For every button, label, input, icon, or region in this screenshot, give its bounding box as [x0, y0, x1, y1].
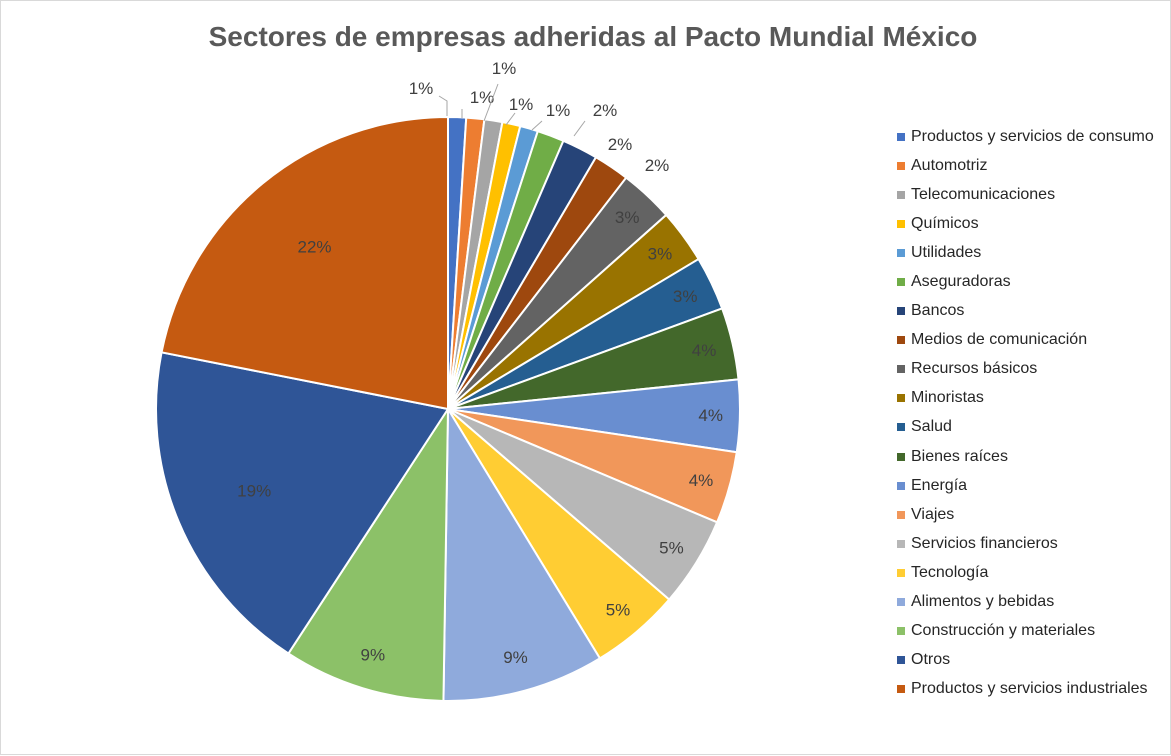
legend-label: Bancos	[911, 302, 965, 320]
legend-item-viajes: Viajes	[897, 500, 1154, 529]
data-label-productos-y-servicios-de-consumo: 1%	[409, 79, 434, 98]
legend-item-servicios-financieros: Servicios financieros	[897, 529, 1154, 558]
data-label-productos-y-servicios-industriales: 22%	[297, 238, 331, 257]
pie-slice-productos-y-servicios-industriales	[160, 115, 449, 411]
legend-item-otros: Otros	[897, 646, 1154, 675]
data-label-bienes-raices: 4%	[692, 341, 717, 360]
legend-item-productos-y-servicios-industriales: Productos y servicios industriales	[897, 675, 1154, 704]
leader-line-telecomunicaciones	[483, 83, 499, 122]
data-label-tecnologia: 5%	[606, 600, 631, 619]
legend-swatch	[897, 598, 905, 607]
pie-slice-alimentos-y-bebidas	[442, 405, 602, 702]
data-label-otros: 19%	[237, 482, 271, 501]
legend-swatch	[897, 365, 905, 374]
legend-item-utilidades: Utilidades	[897, 238, 1154, 267]
legend-item-telecomunicaciones: Telecomunicaciones	[897, 180, 1154, 209]
leader-line-quimicos	[505, 112, 516, 126]
legend-label: Químicos	[911, 214, 979, 232]
legend-swatch	[897, 394, 905, 403]
legend-item-aseguradoras: Aseguradoras	[897, 267, 1154, 296]
legend-label: Productos y servicios de consumo	[911, 127, 1154, 145]
legend-label: Aseguradoras	[911, 273, 1011, 291]
legend-item-bienes-raices: Bienes raíces	[897, 442, 1154, 471]
data-label-viajes: 4%	[689, 471, 714, 490]
data-label-energia: 4%	[698, 406, 723, 425]
chart-title: Sectores de empresas adheridas al Pacto …	[208, 21, 978, 52]
legend-swatch	[897, 685, 905, 694]
data-label-minoristas: 3%	[648, 245, 673, 264]
data-label-recursos-basicos: 3%	[615, 208, 640, 227]
legend-swatch	[897, 278, 905, 287]
legend-swatch	[897, 656, 905, 665]
legend-label: Construcción y materiales	[911, 622, 1096, 640]
legend-item-recursos-basicos: Recursos básicos	[897, 355, 1154, 384]
legend-item-productos-y-servicios-de-consumo: Productos y servicios de consumo	[897, 122, 1154, 151]
legend-item-automotriz: Automotriz	[897, 151, 1154, 180]
legend-label: Alimentos y bebidas	[911, 593, 1055, 611]
legend-swatch	[897, 336, 905, 345]
legend-label: Automotriz	[911, 156, 988, 174]
legend-swatch	[897, 132, 905, 141]
legend-item-construccion-y-materiales: Construcción y materiales	[897, 617, 1154, 646]
legend-swatch	[897, 568, 905, 577]
leader-line-productos-y-servicios-de-consumo	[438, 95, 448, 118]
legend-label: Productos y servicios industriales	[911, 680, 1148, 698]
legend-label: Minoristas	[911, 389, 984, 407]
legend-label: Utilidades	[911, 243, 982, 261]
legend-label: Recursos básicos	[911, 360, 1038, 378]
data-label-salud: 3%	[673, 287, 698, 306]
legend-label: Energía	[911, 476, 968, 494]
legend-swatch	[897, 627, 905, 636]
legend-item-energia: Energía	[897, 471, 1154, 500]
data-label-alimentos-y-bebidas: 9%	[503, 648, 528, 667]
data-label-automotriz: 1%	[470, 88, 495, 107]
leader-line-utilidades	[531, 120, 543, 131]
legend-label: Bienes raíces	[911, 447, 1008, 465]
data-label-aseguradoras: 2%	[593, 101, 618, 120]
legend-label: Viajes	[911, 505, 955, 523]
legend-swatch	[897, 481, 905, 490]
legend-swatch	[897, 423, 905, 432]
legend-swatch	[897, 452, 905, 461]
legend-item-salud: Salud	[897, 413, 1154, 442]
data-label-quimicos: 1%	[509, 95, 534, 114]
pie-slice-otros	[155, 351, 450, 655]
legend-label: Salud	[911, 418, 952, 436]
legend-item-minoristas: Minoristas	[897, 384, 1154, 413]
legend-swatch	[897, 190, 905, 199]
legend-label: Medios de comunicación	[911, 331, 1088, 349]
pie-slice-construccion-y-materiales	[287, 405, 450, 702]
legend-swatch	[897, 539, 905, 548]
leader-line-aseguradoras	[573, 120, 586, 137]
legend-swatch	[897, 510, 905, 519]
legend-item-medios-de-comunicacion: Medios de comunicación	[897, 326, 1154, 355]
data-label-construccion-y-materiales: 9%	[361, 646, 386, 665]
legend-swatch	[897, 248, 905, 257]
legend-label: Telecomunicaciones	[911, 185, 1056, 203]
legend-swatch	[897, 161, 905, 170]
data-label-telecomunicaciones: 1%	[492, 59, 517, 78]
chart-legend: Productos y servicios de consumo Automotr…	[897, 122, 1154, 704]
data-label-utilidades: 1%	[546, 101, 571, 120]
legend-swatch	[897, 219, 905, 228]
data-label-bancos: 2%	[608, 135, 633, 154]
data-label-servicios-financieros: 5%	[659, 538, 684, 557]
data-label-medios-de-comunicacion: 2%	[645, 156, 670, 175]
legend-item-bancos: Bancos	[897, 297, 1154, 326]
legend-label: Servicios financieros	[911, 534, 1058, 552]
legend-item-tecnologia: Tecnología	[897, 558, 1154, 587]
legend-item-alimentos-y-bebidas: Alimentos y bebidas	[897, 588, 1154, 617]
legend-item-quimicos: Químicos	[897, 209, 1154, 238]
legend-label: Otros	[911, 651, 951, 669]
legend-swatch	[897, 307, 905, 316]
legend-label: Tecnología	[911, 563, 989, 581]
